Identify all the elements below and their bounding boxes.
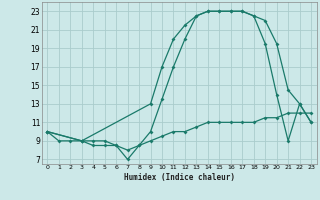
X-axis label: Humidex (Indice chaleur): Humidex (Indice chaleur) xyxy=(124,173,235,182)
